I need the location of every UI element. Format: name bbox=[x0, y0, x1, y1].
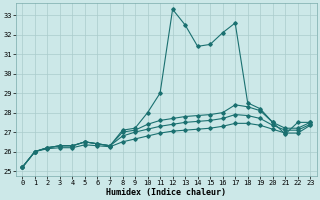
X-axis label: Humidex (Indice chaleur): Humidex (Indice chaleur) bbox=[106, 188, 226, 197]
